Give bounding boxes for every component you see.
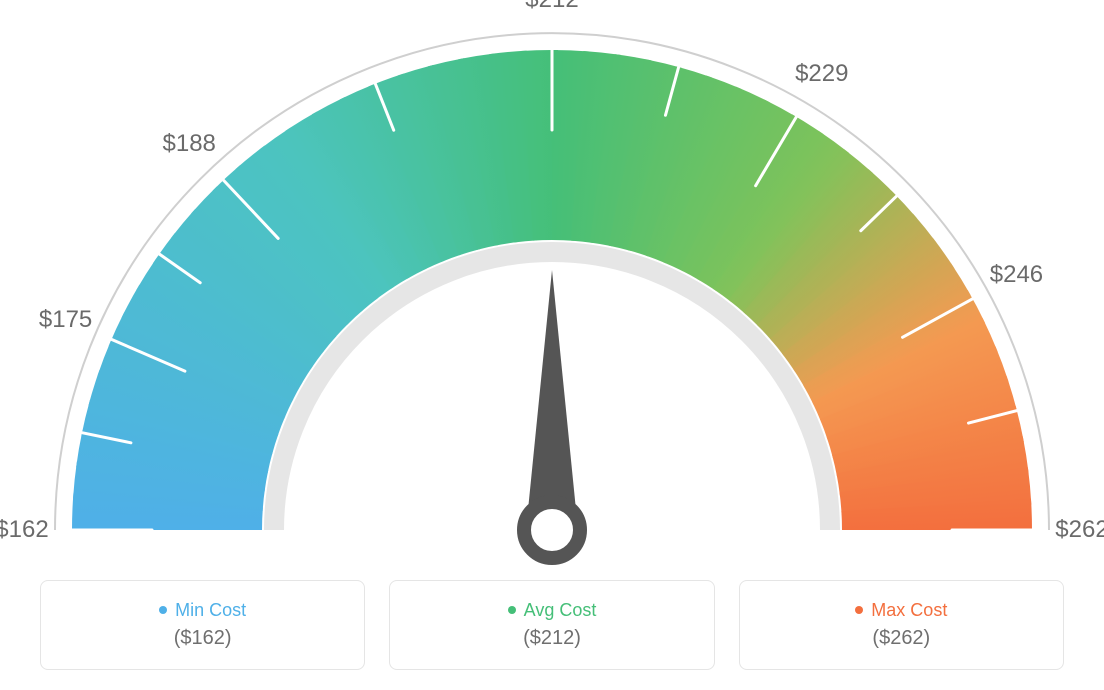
legend-dot-min bbox=[159, 606, 167, 614]
legend-value-min: ($162) bbox=[174, 627, 232, 650]
legend-title-avg: Avg Cost bbox=[524, 601, 597, 619]
legend-title-wrap-max: Max Cost bbox=[855, 601, 947, 619]
gauge-tick-label: $262 bbox=[1055, 516, 1104, 544]
gauge-svg bbox=[0, 0, 1104, 570]
gauge-tick-label: $188 bbox=[162, 130, 215, 158]
gauge-tick-label: $162 bbox=[0, 516, 49, 544]
legend-dot-avg bbox=[508, 606, 516, 614]
legend-row: Min Cost ($162) Avg Cost ($212) Max Cost… bbox=[0, 580, 1104, 670]
legend-dot-max bbox=[855, 606, 863, 614]
legend-title-min: Min Cost bbox=[175, 601, 246, 619]
cost-gauge-infographic: $162 $175 $188 $212 $229 $246 $262 Min Cost ($… bbox=[0, 0, 1104, 690]
legend-card-avg: Avg Cost ($212) bbox=[389, 580, 714, 670]
legend-title-wrap-avg: Avg Cost bbox=[508, 601, 597, 619]
legend-card-min: Min Cost ($162) bbox=[40, 580, 365, 670]
gauge-tick-label: $246 bbox=[990, 261, 1043, 289]
gauge-chart: $162 $175 $188 $212 $229 $246 $262 bbox=[0, 0, 1104, 570]
legend-card-max: Max Cost ($262) bbox=[739, 580, 1064, 670]
legend-title-max: Max Cost bbox=[871, 601, 947, 619]
gauge-tick-label: $229 bbox=[795, 60, 848, 88]
gauge-tick-label: $212 bbox=[525, 0, 578, 14]
legend-value-max: ($262) bbox=[872, 627, 930, 650]
gauge-tick-label: $175 bbox=[39, 306, 92, 334]
legend-title-wrap-min: Min Cost bbox=[159, 601, 246, 619]
legend-value-avg: ($212) bbox=[523, 627, 581, 650]
